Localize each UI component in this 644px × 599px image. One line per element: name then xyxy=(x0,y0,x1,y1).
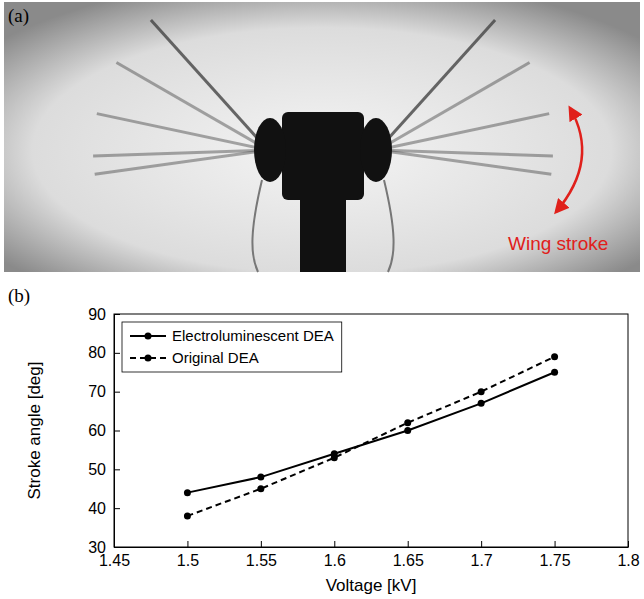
legend: Electroluminescent DEA Original DEA xyxy=(122,322,342,372)
series-marker xyxy=(257,474,264,481)
photo-background xyxy=(4,2,640,272)
wing xyxy=(378,63,530,151)
y-tick: 80 xyxy=(88,344,120,361)
y-tick: 50 xyxy=(88,461,120,478)
stand xyxy=(300,200,346,272)
x-tick-label: 1.6 xyxy=(324,552,346,569)
x-axis-line xyxy=(115,547,629,548)
wing xyxy=(378,20,495,150)
wing xyxy=(116,63,268,151)
y-tick-mark xyxy=(114,353,120,354)
y-axis-title: Stroke angle [deg] xyxy=(25,362,44,500)
x-tick: 1.8 xyxy=(617,541,639,569)
legend-label: Electroluminescent DEA xyxy=(172,327,334,344)
x-tick-mark xyxy=(555,541,556,547)
y-tick: 40 xyxy=(88,500,120,517)
series-marker xyxy=(404,419,411,426)
actuator-cap xyxy=(360,118,392,182)
y-tick-label: 70 xyxy=(88,383,106,400)
y-tick-label: 90 xyxy=(88,306,106,323)
series-marker xyxy=(184,489,191,496)
panel-label: (b) xyxy=(8,285,30,307)
y-tick-mark xyxy=(114,508,120,509)
series-marker xyxy=(478,388,485,395)
y-tick: 60 xyxy=(88,422,120,439)
x-tick-mark xyxy=(481,541,482,547)
y-tick-label: 80 xyxy=(88,344,106,361)
figure: Wing stroke(a)(b)1.451.51.551.61.651.71.… xyxy=(0,0,644,599)
x-tick-label: 1.65 xyxy=(393,552,424,569)
series-marker xyxy=(551,353,558,360)
y-tick-mark xyxy=(114,392,120,393)
x-tick-label: 1.75 xyxy=(540,552,571,569)
x-axis: 1.451.51.551.61.651.71.751.8 xyxy=(99,541,640,569)
x-tick-label: 1.55 xyxy=(246,552,277,569)
photo-panel: Wing stroke (a) xyxy=(4,2,640,272)
panel-label: (a) xyxy=(8,5,29,27)
y-tick: 70 xyxy=(88,383,120,400)
y-tick: 30 xyxy=(88,539,120,556)
wire xyxy=(252,180,262,272)
series-marker xyxy=(404,427,411,434)
y-tick-label: 50 xyxy=(88,461,106,478)
x-tick: 1.65 xyxy=(393,541,424,569)
x-tick: 1.6 xyxy=(324,541,346,569)
y-tick-mark xyxy=(114,314,120,315)
plot-frame xyxy=(114,314,628,547)
legend-marker xyxy=(145,355,152,362)
stroke-arrow xyxy=(556,108,582,212)
x-tick-label: 1.5 xyxy=(177,552,199,569)
series-line xyxy=(187,372,554,492)
x-tick: 1.55 xyxy=(246,541,277,569)
x-tick-label: 1.7 xyxy=(471,552,493,569)
y-tick-mark xyxy=(114,469,120,470)
y-axis: 30 40 50 60 70 80 90 xyxy=(88,306,120,556)
y-tick-mark xyxy=(114,431,120,432)
wire xyxy=(384,180,394,272)
actuator-body xyxy=(282,112,364,200)
x-tick-mark xyxy=(408,541,409,547)
series-marker xyxy=(478,400,485,407)
series-marker xyxy=(551,369,558,376)
annotation: Wing stroke xyxy=(508,233,608,254)
legend-box xyxy=(122,322,342,372)
actuator-cap xyxy=(254,118,286,182)
plot-area xyxy=(184,353,558,519)
x-tick: 1.75 xyxy=(540,541,571,569)
y-tick-label: 30 xyxy=(88,539,106,556)
wing xyxy=(378,150,551,174)
series-marker xyxy=(184,512,191,519)
x-tick-mark xyxy=(628,541,629,547)
x-tick: 1.5 xyxy=(177,541,199,569)
legend-label: Original DEA xyxy=(172,349,259,366)
x-tick-label: 1.8 xyxy=(617,552,639,569)
y-tick-label: 60 xyxy=(88,422,106,439)
legend-marker xyxy=(145,333,152,340)
x-tick: 1.7 xyxy=(471,541,493,569)
y-tick: 90 xyxy=(88,306,120,323)
x-tick-mark xyxy=(334,541,335,547)
wing xyxy=(151,20,268,150)
wing xyxy=(95,150,268,174)
y-tick-mark xyxy=(114,547,120,548)
series-marker xyxy=(331,454,338,461)
x-tick-mark xyxy=(187,541,188,547)
x-axis-title: Voltage [kV] xyxy=(326,576,417,595)
y-tick-label: 40 xyxy=(88,500,106,517)
series-line xyxy=(187,357,554,516)
wing xyxy=(97,114,268,150)
wing xyxy=(378,114,549,150)
x-tick-mark xyxy=(261,541,262,547)
series-marker xyxy=(257,485,264,492)
